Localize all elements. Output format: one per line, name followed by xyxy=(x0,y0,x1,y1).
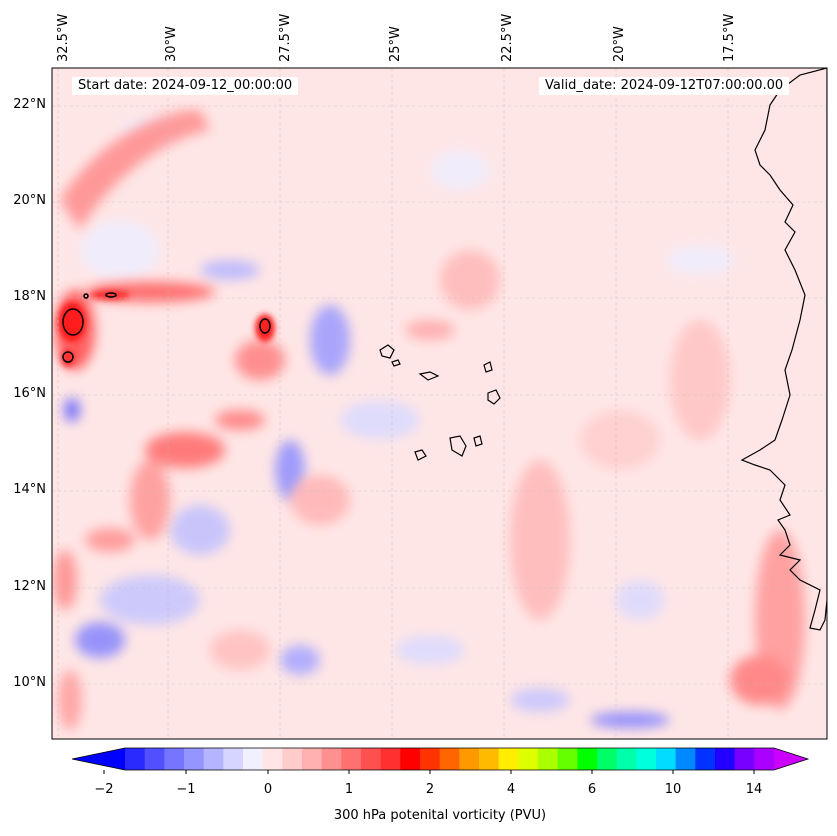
colorbar-label: 300 hPa potenital vorticity (PVU) xyxy=(333,808,547,823)
colorbar-segment xyxy=(400,748,421,770)
colorbar-segment xyxy=(243,748,264,770)
lon-label-27-5w: 27.5°W xyxy=(278,13,293,62)
colorbar-segment xyxy=(439,748,460,770)
colorbar-segment xyxy=(459,748,480,770)
lat-label-20n: 20°N xyxy=(13,193,46,208)
colorbar-segment xyxy=(479,748,500,770)
colorbar-segment xyxy=(380,748,401,770)
colorbar-tick: −2 xyxy=(94,782,114,797)
cabo-verde-islands xyxy=(379,344,501,461)
colorbar-segment xyxy=(715,748,736,770)
colorbar-tick: 6 xyxy=(587,782,597,797)
colorbar-segment xyxy=(420,748,441,770)
colorbar-segment xyxy=(203,748,224,770)
colorbar-segment xyxy=(597,748,618,770)
colorbar-segment xyxy=(538,748,559,770)
colorbar-segment xyxy=(361,748,382,770)
pv-contours xyxy=(62,292,271,363)
colorbar-tick: −1 xyxy=(176,782,196,797)
colorbar-tick: 1 xyxy=(344,782,354,797)
lon-label-22-5w: 22.5°W xyxy=(500,13,515,62)
colorbar-segment xyxy=(282,748,303,770)
lat-label-18n: 18°N xyxy=(13,289,46,304)
colorbar-segment xyxy=(656,748,677,770)
colorbar-segment xyxy=(184,748,205,770)
lat-label-12n: 12°N xyxy=(13,579,46,594)
colorbar-tick: 14 xyxy=(745,782,763,797)
colorbar-segment xyxy=(695,748,716,770)
colorbar-segment xyxy=(164,748,185,770)
colorbar-extend-low xyxy=(72,748,125,770)
colorbar-segment xyxy=(636,748,657,770)
colorbar xyxy=(71,747,810,774)
lat-label-16n: 16°N xyxy=(13,386,46,401)
colorbar-tick: 2 xyxy=(425,782,435,797)
map-frame xyxy=(51,67,828,740)
colorbar-segment xyxy=(754,748,775,770)
lat-label-10n: 10°N xyxy=(13,675,46,690)
lon-label-20w: 20°W xyxy=(612,26,627,62)
colorbar-tick: 4 xyxy=(506,782,516,797)
colorbar-segment xyxy=(616,748,637,770)
lat-label-14n: 14°N xyxy=(13,482,46,497)
start-date-label: Start date: 2024-09-12_00:00:00 xyxy=(72,77,299,95)
lon-label-32-5w: 32.5°W xyxy=(56,13,71,62)
colorbar-outline xyxy=(71,747,810,771)
colorbar-segment xyxy=(341,748,362,770)
lat-label-22n: 22°N xyxy=(13,97,46,112)
lon-label-30w: 30°W xyxy=(164,26,179,62)
pv-field xyxy=(52,68,827,739)
colorbar-segment xyxy=(518,748,539,770)
colorbar-segment xyxy=(125,748,146,770)
colorbar-tick: 10 xyxy=(664,782,682,797)
colorbar-segment xyxy=(734,748,755,770)
colorbar-segment xyxy=(144,748,165,770)
colorbar-segment xyxy=(498,748,519,770)
colorbar-segment xyxy=(675,748,696,770)
colorbar-extend-high xyxy=(774,748,808,770)
colorbar-segment xyxy=(557,748,578,770)
colorbar-segment xyxy=(262,748,283,770)
colorbar-segment xyxy=(577,748,598,770)
colorbar-segment xyxy=(321,748,342,770)
colorbar-tick: 0 xyxy=(263,782,273,797)
colorbar-segment xyxy=(223,748,244,770)
lon-label-17-5w: 17.5°W xyxy=(722,13,737,62)
valid-date-label: Valid_date: 2024-09-12T07:00:00.00 xyxy=(539,77,790,95)
colorbar-segment xyxy=(302,748,323,770)
lon-label-25w: 25°W xyxy=(388,26,403,62)
africa-coastline xyxy=(740,68,827,631)
